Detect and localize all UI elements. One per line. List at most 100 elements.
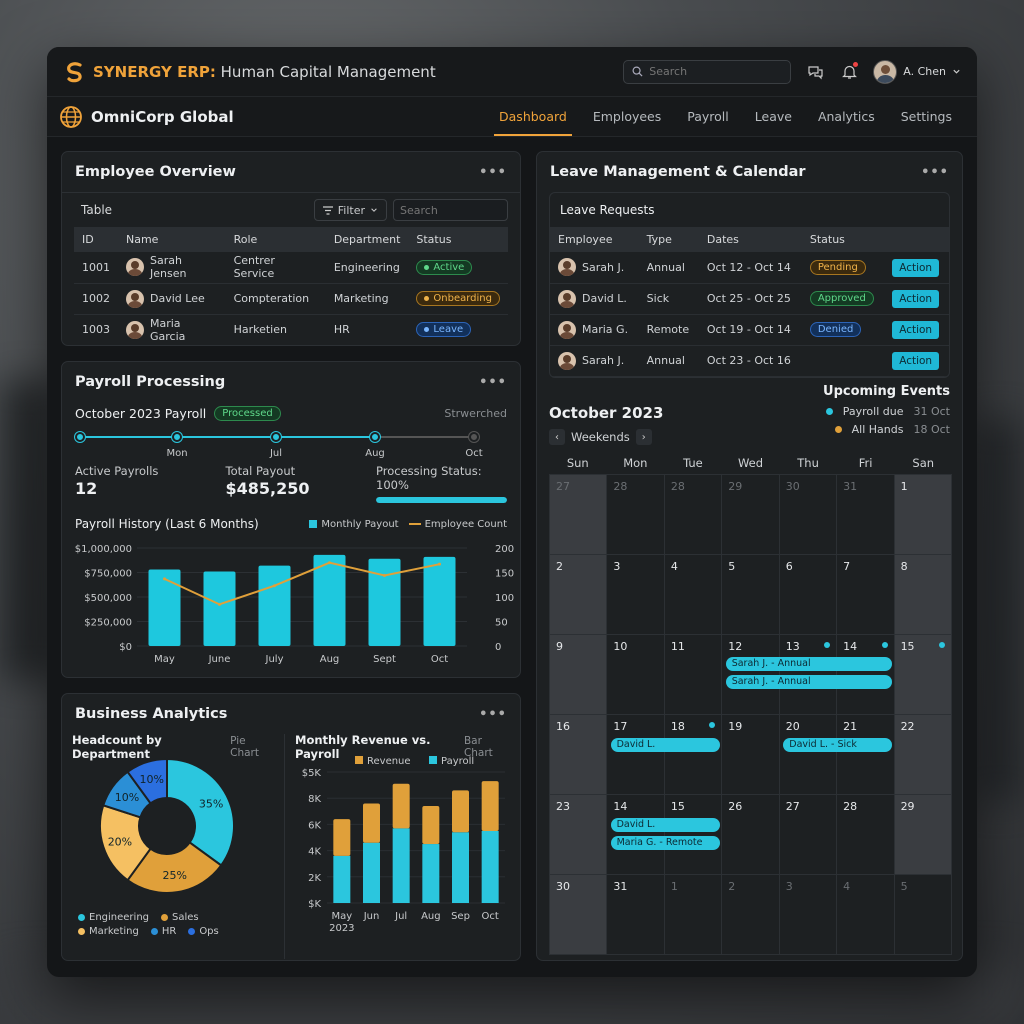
calendar-day[interactable]: 27 [550, 475, 608, 555]
chevron-right-icon: › [641, 431, 646, 443]
calendar-day[interactable]: 10 [607, 635, 665, 715]
more-icon[interactable]: ••• [479, 164, 507, 180]
table-row[interactable]: Sarah J. Annual Oct 12 - Oct 14 Pending Acti… [550, 252, 949, 284]
calendar-day[interactable]: 11 [664, 635, 723, 715]
calendar-day[interactable]: 14 [837, 635, 895, 715]
calendar-day[interactable]: 15 [664, 795, 723, 875]
employee-count-point [438, 562, 441, 566]
global-search-input[interactable] [649, 65, 780, 78]
event-dot [834, 426, 842, 433]
calendar-day[interactable]: 22 [894, 715, 952, 795]
action-button[interactable]: Action [892, 352, 940, 370]
global-search[interactable] [623, 59, 792, 84]
calendar-day[interactable]: 9 [550, 635, 608, 715]
employee-count-point [328, 561, 331, 565]
calendar-day[interactable]: 7 [837, 555, 895, 635]
pie-slice [126, 757, 168, 805]
tab-employees[interactable]: Employees [592, 109, 662, 124]
calendar-day[interactable]: 5 [722, 555, 780, 635]
table-row[interactable]: 1001 Sarah Jensen Centrer Service Engineeri… [74, 252, 508, 284]
table-row[interactable]: 1003 Maria Garcia Harketien HR Leave [74, 314, 508, 345]
person: David Lee [126, 289, 218, 308]
action-button[interactable]: Action [892, 290, 940, 308]
event-label: All Hands [851, 423, 904, 436]
employee-search-input[interactable] [393, 199, 508, 221]
payroll-bar [333, 855, 351, 903]
calendar-day[interactable]: 5 [894, 875, 952, 955]
tab-leave[interactable]: Leave [754, 109, 792, 124]
calendar-day[interactable]: 30 [779, 475, 838, 555]
table-row[interactable]: 1002 David Lee Compteration Marketing Onbear… [74, 283, 508, 315]
action-button[interactable]: Action [892, 258, 940, 277]
calendar-day[interactable]: 29 [894, 795, 952, 875]
calendar-event[interactable]: David L. [610, 738, 720, 752]
calendar-day[interactable]: 1 [664, 875, 723, 955]
tab-settings[interactable]: Settings [900, 109, 952, 124]
y-tick-label: $250,000 [84, 618, 132, 629]
next-month-button[interactable]: › [635, 429, 652, 445]
revenue-bar [481, 781, 499, 831]
leave-status-cell: Pending [801, 252, 885, 284]
calendar-day[interactable]: 4 [837, 875, 895, 955]
calendar-day[interactable]: 29 [722, 475, 780, 555]
calendar-day[interactable]: 23 [550, 795, 608, 875]
employee-overview-panel: Employee Overview ••• Table Filter IDName… [61, 151, 521, 346]
calendar-day[interactable]: 20 [779, 715, 838, 795]
calendar-day[interactable]: 28 [607, 475, 665, 555]
calendar-day[interactable]: 3 [779, 875, 838, 955]
calendar-day[interactable]: 31 [837, 475, 895, 555]
calendar-day[interactable]: 26 [722, 795, 780, 875]
calendar-day[interactable]: 30 [550, 875, 608, 955]
calendar-day[interactable]: 16 [550, 715, 608, 795]
person: Maria Garcia [126, 317, 218, 343]
messages-button[interactable] [805, 62, 825, 82]
event-item[interactable]: All Hands 18 Oct [823, 423, 950, 436]
legend-label: Payroll [441, 756, 474, 767]
employee-name-cell: Sarah Jensen [118, 252, 226, 284]
user-menu[interactable]: A. Chen [873, 59, 961, 84]
notifications-button[interactable] [839, 61, 859, 82]
employee-id: 1002 [74, 283, 118, 315]
calendar-day[interactable]: 1 [894, 475, 952, 555]
tab-dashboard[interactable]: Dashboard [486, 97, 580, 136]
calendar-day[interactable]: 14 [607, 795, 665, 875]
legend-item: Sales [161, 912, 199, 923]
calendar-day[interactable]: 6 [779, 555, 838, 635]
org-switcher[interactable]: OmniCorp Global [59, 105, 234, 129]
calendar-day[interactable]: 8 [894, 555, 952, 635]
table-row[interactable]: David L. Sick Oct 25 - Oct 25 Approved Actio… [550, 283, 949, 315]
calendar-day[interactable]: 2 [722, 875, 780, 955]
calendar-day[interactable]: 31 [607, 875, 665, 955]
calendar-day[interactable]: 4 [664, 555, 723, 635]
table-row[interactable]: Maria G. Remote Oct 19 - Oct 14 Denied Actio… [550, 314, 949, 346]
more-icon[interactable]: ••• [921, 164, 949, 180]
table-row[interactable]: Sarah J. Annual Oct 23 - Oct 16 Action [550, 345, 949, 377]
calendar-day[interactable]: 21 [837, 715, 895, 795]
calendar-day[interactable]: 15 [894, 635, 952, 715]
filter-button[interactable]: Filter [313, 199, 387, 221]
calendar-event[interactable]: Sarah J. - Annual [725, 675, 893, 689]
day-of-week: Sun [566, 456, 589, 470]
event-item[interactable]: Payroll due 31 Oct [823, 405, 950, 418]
calendar-event[interactable]: Maria G. - Remote [610, 836, 720, 850]
tab-analytics[interactable]: Analytics [817, 109, 875, 124]
calendar-day[interactable]: 28 [664, 475, 723, 555]
calendar-day[interactable]: 17 [607, 715, 665, 795]
calendar-event[interactable]: David L. - Sick [783, 738, 893, 752]
calendar-day[interactable]: 27 [779, 795, 838, 875]
more-icon[interactable]: ••• [479, 374, 507, 390]
more-icon[interactable]: ••• [479, 706, 507, 722]
calendar-day[interactable]: 2 [550, 555, 608, 635]
calendar-day[interactable]: 19 [722, 715, 780, 795]
calendar-event[interactable]: Sarah J. - Annual [725, 657, 893, 671]
prev-month-button[interactable]: ‹ [549, 429, 565, 445]
status-dot [424, 327, 430, 332]
calendar-event[interactable]: David L. [610, 818, 720, 832]
action-button[interactable]: Action [892, 321, 940, 339]
tab-payroll[interactable]: Payroll [687, 109, 729, 124]
calendar-day[interactable]: 3 [607, 555, 665, 635]
calendar-filter[interactable]: Weekends [571, 430, 630, 444]
calendar-day[interactable]: 28 [837, 795, 895, 875]
filter-label: Filter [337, 203, 365, 217]
calendar-day[interactable]: 18 [664, 715, 723, 795]
